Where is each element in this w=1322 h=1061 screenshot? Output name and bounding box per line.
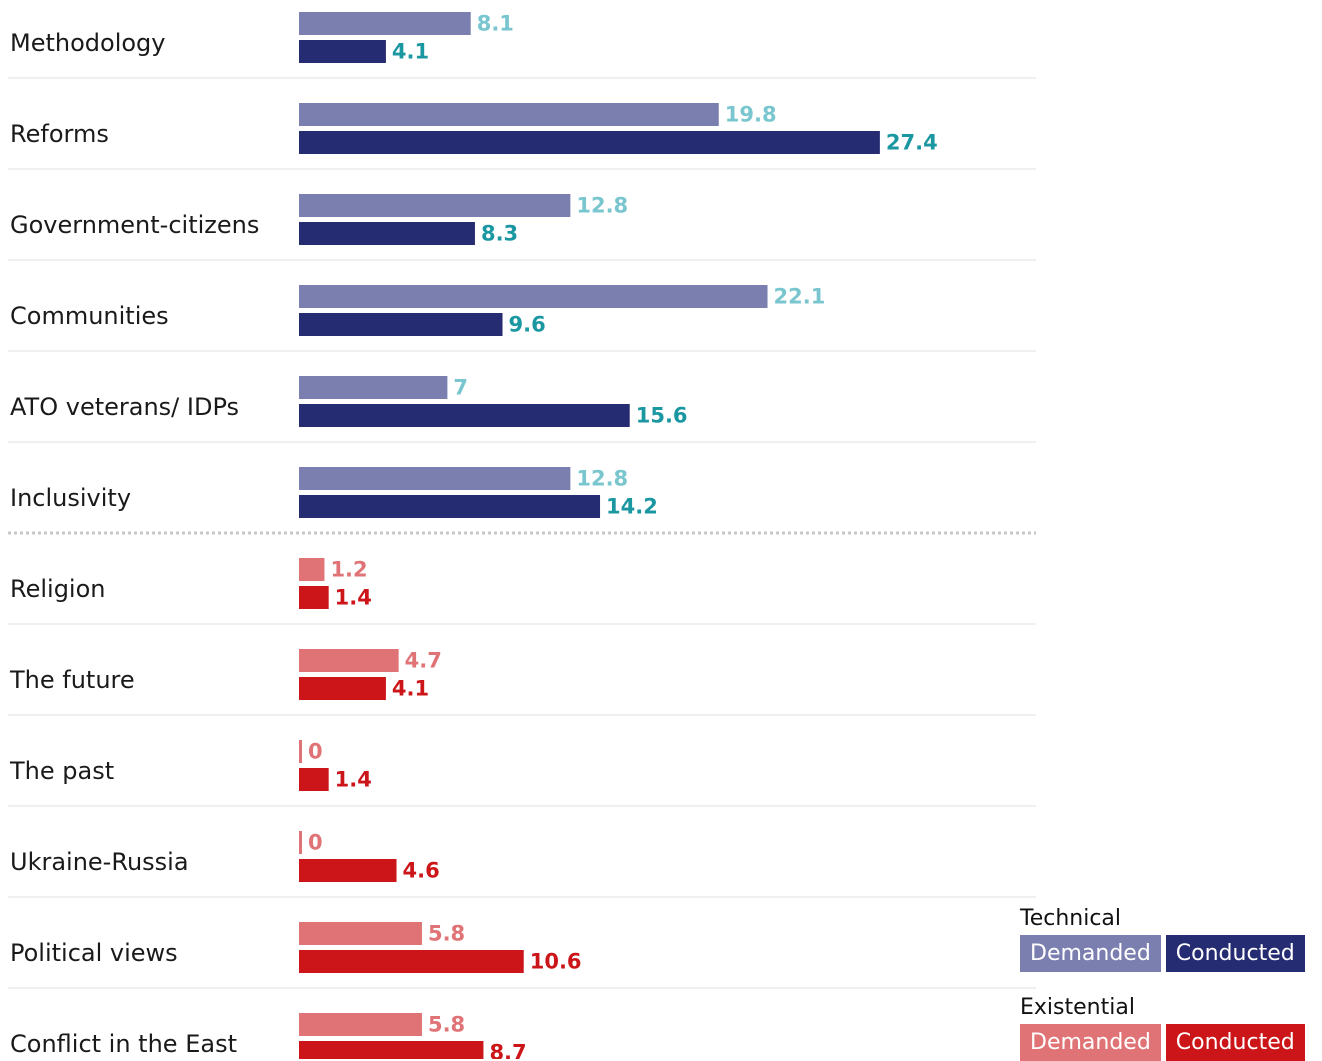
value-label: 0: [308, 740, 323, 764]
category-label: Ukraine-Russia: [10, 848, 189, 876]
value-label: 22.1: [774, 285, 826, 309]
legend-chip-demanded: Demanded: [1020, 1024, 1161, 1061]
bar-demanded: [299, 194, 571, 217]
value-label: 8.7: [489, 1041, 526, 1060]
bar-demanded: [299, 740, 302, 763]
category-label: ATO veterans/ IDPs: [10, 393, 239, 421]
bar-conducted: [299, 40, 386, 63]
category-label: Inclusivity: [10, 484, 131, 512]
category-label: The past: [9, 757, 114, 785]
bar-conducted: [299, 404, 630, 427]
legend-row: Demanded Conducted: [1020, 1024, 1316, 1061]
legend-chip-demanded: Demanded: [1020, 935, 1161, 972]
value-label: 1.2: [330, 558, 367, 582]
bar-conducted: [299, 768, 329, 791]
legend-existential: Existential Demanded Conducted: [1020, 995, 1316, 1061]
value-label: 9.6: [509, 313, 546, 337]
bar-demanded: [299, 467, 571, 490]
value-label: 7: [453, 376, 468, 400]
value-label: 8.3: [481, 222, 518, 246]
bar-conducted: [299, 131, 880, 154]
legend-chip-conducted: Conducted: [1165, 935, 1305, 972]
bar-demanded: [299, 285, 768, 308]
value-label: 5.8: [428, 1013, 465, 1037]
bar-conducted: [299, 495, 601, 518]
value-label: 4.1: [392, 40, 429, 64]
bar-conducted: [299, 222, 475, 245]
value-label: 4.6: [403, 859, 440, 883]
value-label: 12.8: [576, 467, 628, 491]
bar-conducted: [299, 859, 397, 882]
value-label: 4.1: [392, 677, 429, 701]
bar-conducted: [299, 677, 386, 700]
category-label: Government-citizens: [10, 211, 259, 239]
bar-demanded: [299, 12, 471, 35]
value-label: 1.4: [335, 586, 372, 610]
bar-demanded: [299, 831, 302, 854]
legend-row: Demanded Conducted: [1020, 935, 1316, 972]
category-label: Conflict in the East: [10, 1030, 237, 1058]
value-label: 14.2: [606, 495, 658, 519]
bar-conducted: [299, 313, 503, 336]
bar-demanded: [299, 649, 399, 672]
category-label: Communities: [10, 302, 169, 330]
legend-title: Existential: [1020, 995, 1135, 1020]
category-label: Political views: [10, 939, 178, 967]
category-label: Reforms: [10, 120, 109, 148]
category-labels: Methodology Reforms Government-citizens Com…: [9, 29, 259, 1058]
row-separators: [8, 77, 1036, 989]
bar-demanded: [299, 1013, 422, 1036]
bar-demanded: [299, 558, 325, 581]
value-label: 10.6: [530, 950, 582, 974]
value-labels: 8.1 4.1 19.8 27.4 12.8 8.3 22.1 9.6 7 15.6 12.8 14.…: [308, 12, 938, 1060]
value-label: 15.6: [636, 404, 688, 428]
category-label: Religion: [10, 575, 106, 603]
legend-chip-conducted: Conducted: [1165, 1024, 1305, 1061]
bar-demanded: [299, 922, 422, 945]
value-label: 12.8: [576, 194, 628, 218]
bar-demanded: [299, 103, 719, 126]
value-label: 0: [308, 831, 323, 855]
value-label: 19.8: [725, 103, 777, 127]
bar-conducted: [299, 1041, 484, 1059]
bar-conducted: [299, 950, 524, 973]
value-label: 27.4: [886, 131, 938, 155]
category-label: The future: [9, 666, 135, 694]
value-label: 8.1: [477, 12, 514, 36]
bar-conducted: [299, 586, 329, 609]
bar-demanded: [299, 376, 448, 399]
legend-title: Technical: [1020, 906, 1122, 931]
category-label: Methodology: [10, 29, 165, 57]
bars: [299, 12, 880, 1059]
legend-technical: Technical Demanded Conducted: [1020, 906, 1316, 972]
value-label: 5.8: [428, 922, 465, 946]
value-label: 1.4: [335, 768, 372, 792]
value-label: 4.7: [405, 649, 442, 673]
